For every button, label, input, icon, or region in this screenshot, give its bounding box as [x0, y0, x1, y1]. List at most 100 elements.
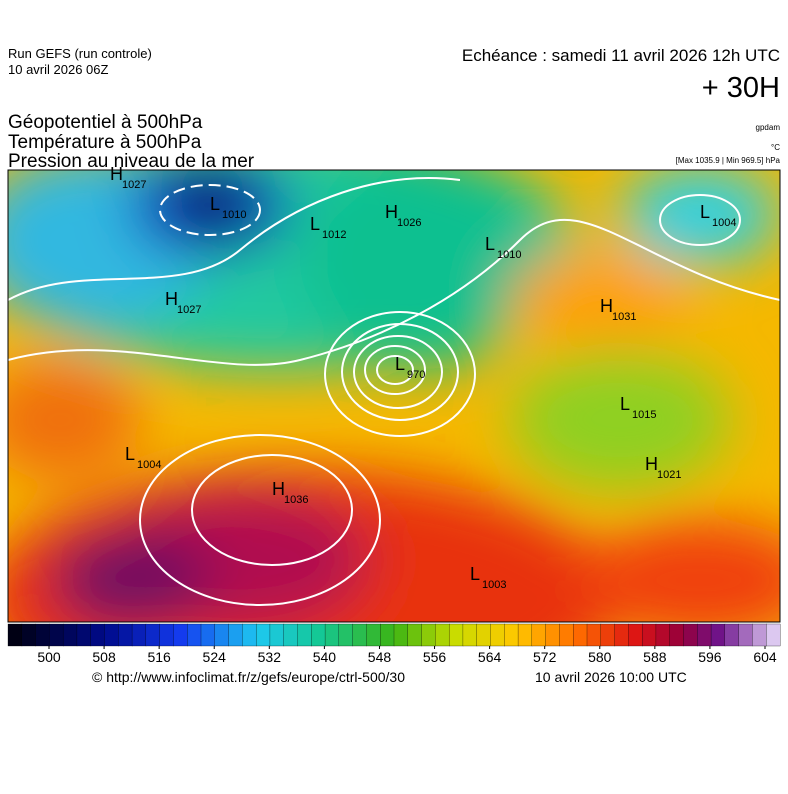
colorbar-cell — [228, 623, 243, 647]
title: Pression au niveau de la mer — [8, 151, 255, 172]
center-value: 1003 — [482, 579, 506, 591]
colorbar-label: 532 — [258, 649, 282, 665]
center-value: 1021 — [657, 469, 681, 481]
center-kind: L — [395, 354, 405, 374]
colorbar-cell — [517, 623, 533, 647]
center-value: 1012 — [322, 229, 346, 241]
center-value: 1010 — [497, 249, 521, 261]
center-value: 1027 — [177, 304, 201, 316]
center-kind: L — [700, 202, 710, 222]
colorbar-cell — [255, 623, 271, 647]
center-value: 970 — [407, 369, 425, 381]
colorbar-cell — [724, 623, 740, 647]
colorbar-cell — [614, 623, 629, 647]
center-value: 1010 — [222, 209, 246, 221]
center-kind: L — [210, 194, 220, 214]
colorbar-label: 572 — [533, 649, 557, 665]
colorbar-cell — [131, 623, 147, 647]
colorbar-cell — [435, 623, 450, 647]
colorbar-cell — [421, 623, 436, 647]
center-kind: H — [385, 202, 398, 222]
center-value: 1004 — [712, 217, 736, 229]
colorbar: 500 508 516 524 532 540 548 556 564 572 580 588 596 6… — [7, 623, 781, 665]
colorbar-cell — [490, 623, 505, 647]
colorbar-cell — [297, 623, 312, 647]
center-kind: H — [110, 164, 123, 184]
colorbar-cell — [214, 623, 230, 647]
colorbar-cell — [145, 623, 161, 647]
colorbar-cell — [545, 623, 560, 647]
colorbar-cell — [76, 623, 92, 647]
run: Run GEFS (run controle) — [8, 46, 152, 61]
colorbar-label: 524 — [203, 649, 227, 665]
center-kind: H — [600, 296, 613, 316]
colorbar-label: 580 — [588, 649, 612, 665]
colorbar-cell — [338, 623, 354, 647]
center-kind: L — [470, 564, 480, 584]
center-kind: L — [125, 444, 135, 464]
title: Géopotentiel à 500hPa — [8, 112, 203, 133]
colorbar-label: 604 — [753, 649, 777, 665]
colorbar-label: 588 — [643, 649, 667, 665]
center-kind: H — [165, 289, 178, 309]
colorbar-cell — [683, 623, 698, 647]
colorbar-cell — [393, 623, 409, 647]
colorbar-cell — [600, 623, 616, 647]
center-value: 1004 — [137, 459, 161, 471]
colorbar-label: 596 — [698, 649, 722, 665]
colorbar-cell — [159, 623, 174, 647]
colorbar-cell — [476, 623, 491, 647]
title: Température à 500hPa — [8, 132, 202, 153]
colorbar-cell — [738, 623, 753, 647]
colorbar-cell — [200, 623, 216, 647]
colorbar-cell — [573, 623, 588, 647]
center-kind: H — [272, 479, 285, 499]
colorbar-cell — [380, 623, 395, 647]
colorbar-label: 548 — [368, 649, 392, 665]
colorbar-cell — [269, 623, 285, 647]
colorbar-cell — [35, 623, 50, 647]
colorbar-cell — [90, 623, 105, 647]
map — [8, 170, 780, 622]
colorbar-cell — [311, 623, 326, 647]
unit: [Max 1035.9 | Min 969.5] hPa — [676, 156, 781, 165]
colorbar-cell — [641, 623, 657, 647]
colorbar-cell — [407, 623, 423, 647]
colorbar-cell — [49, 623, 64, 647]
colorbar-cell — [669, 623, 684, 647]
center-value: 1027 — [122, 179, 146, 191]
colorbar-label: 564 — [478, 649, 502, 665]
colorbar-cell — [752, 623, 767, 647]
colorbar-cell — [324, 623, 340, 647]
center-value: 1026 — [397, 217, 421, 229]
center-kind: L — [620, 394, 630, 414]
colorbar-cell — [448, 623, 464, 647]
colorbar-cell — [655, 623, 671, 647]
colorbar-cell — [697, 623, 712, 647]
colorbar-cell — [21, 623, 37, 647]
colorbar-cell — [366, 623, 381, 647]
colorbar-cell — [62, 623, 78, 647]
center-value: 1015 — [632, 409, 656, 421]
center-kind: H — [645, 454, 658, 474]
unit: °C — [771, 143, 780, 152]
colorbar-cell — [242, 623, 257, 647]
colorbar-cell — [504, 623, 519, 647]
validity: Echéance : samedi 11 avril 2026 12h UTC — [462, 46, 780, 65]
source: © http://www.infoclimat.fr/z/gefs/europe… — [92, 669, 405, 685]
colorbar-cell — [531, 623, 547, 647]
colorbar-cell — [462, 623, 478, 647]
colorbar-cell — [559, 623, 574, 647]
colorbar-cell — [104, 623, 119, 647]
colorbar-cell — [118, 623, 133, 647]
colorbar-cell — [283, 623, 298, 647]
colorbar-cell — [766, 623, 781, 647]
colorbar-label: 556 — [423, 649, 447, 665]
colorbar-label: 516 — [147, 649, 171, 665]
colorbar-cell — [710, 623, 726, 647]
colorbar-cell — [173, 623, 188, 647]
colorbar-cell — [352, 623, 367, 647]
center-value: 1036 — [284, 494, 308, 506]
